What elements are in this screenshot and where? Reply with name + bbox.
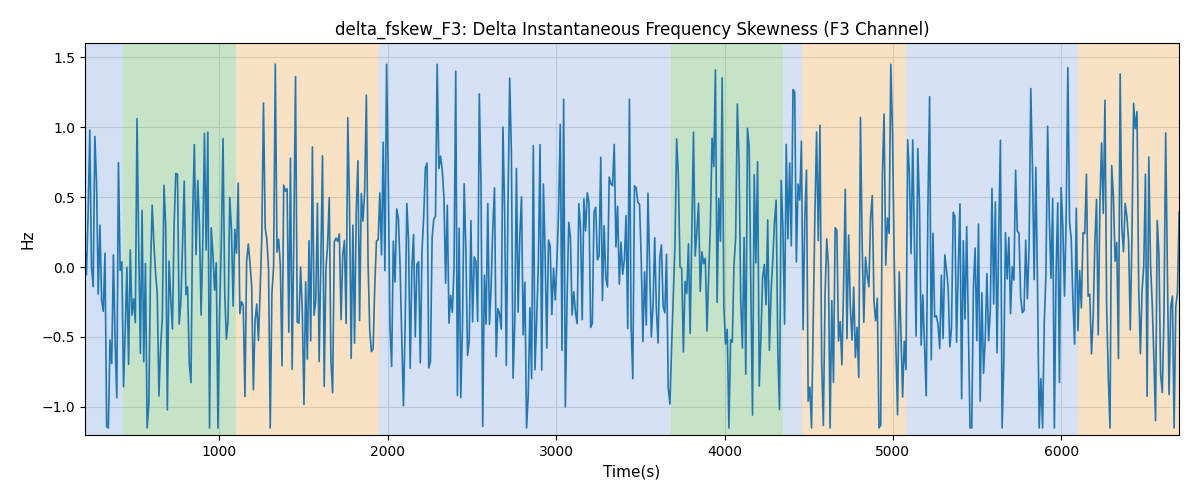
Y-axis label: Hz: Hz — [20, 230, 36, 249]
Bar — [671, 43, 784, 435]
Bar — [236, 43, 379, 435]
Bar — [802, 43, 906, 435]
Title: delta_fskew_F3: Delta Instantaneous Frequency Skewness (F3 Channel): delta_fskew_F3: Delta Instantaneous Freq… — [335, 21, 929, 39]
Bar — [124, 43, 236, 435]
X-axis label: Time(s): Time(s) — [604, 464, 660, 479]
Bar — [379, 43, 671, 435]
Bar — [784, 43, 802, 435]
Bar — [85, 43, 124, 435]
Bar — [906, 43, 1078, 435]
Bar — [1078, 43, 1180, 435]
